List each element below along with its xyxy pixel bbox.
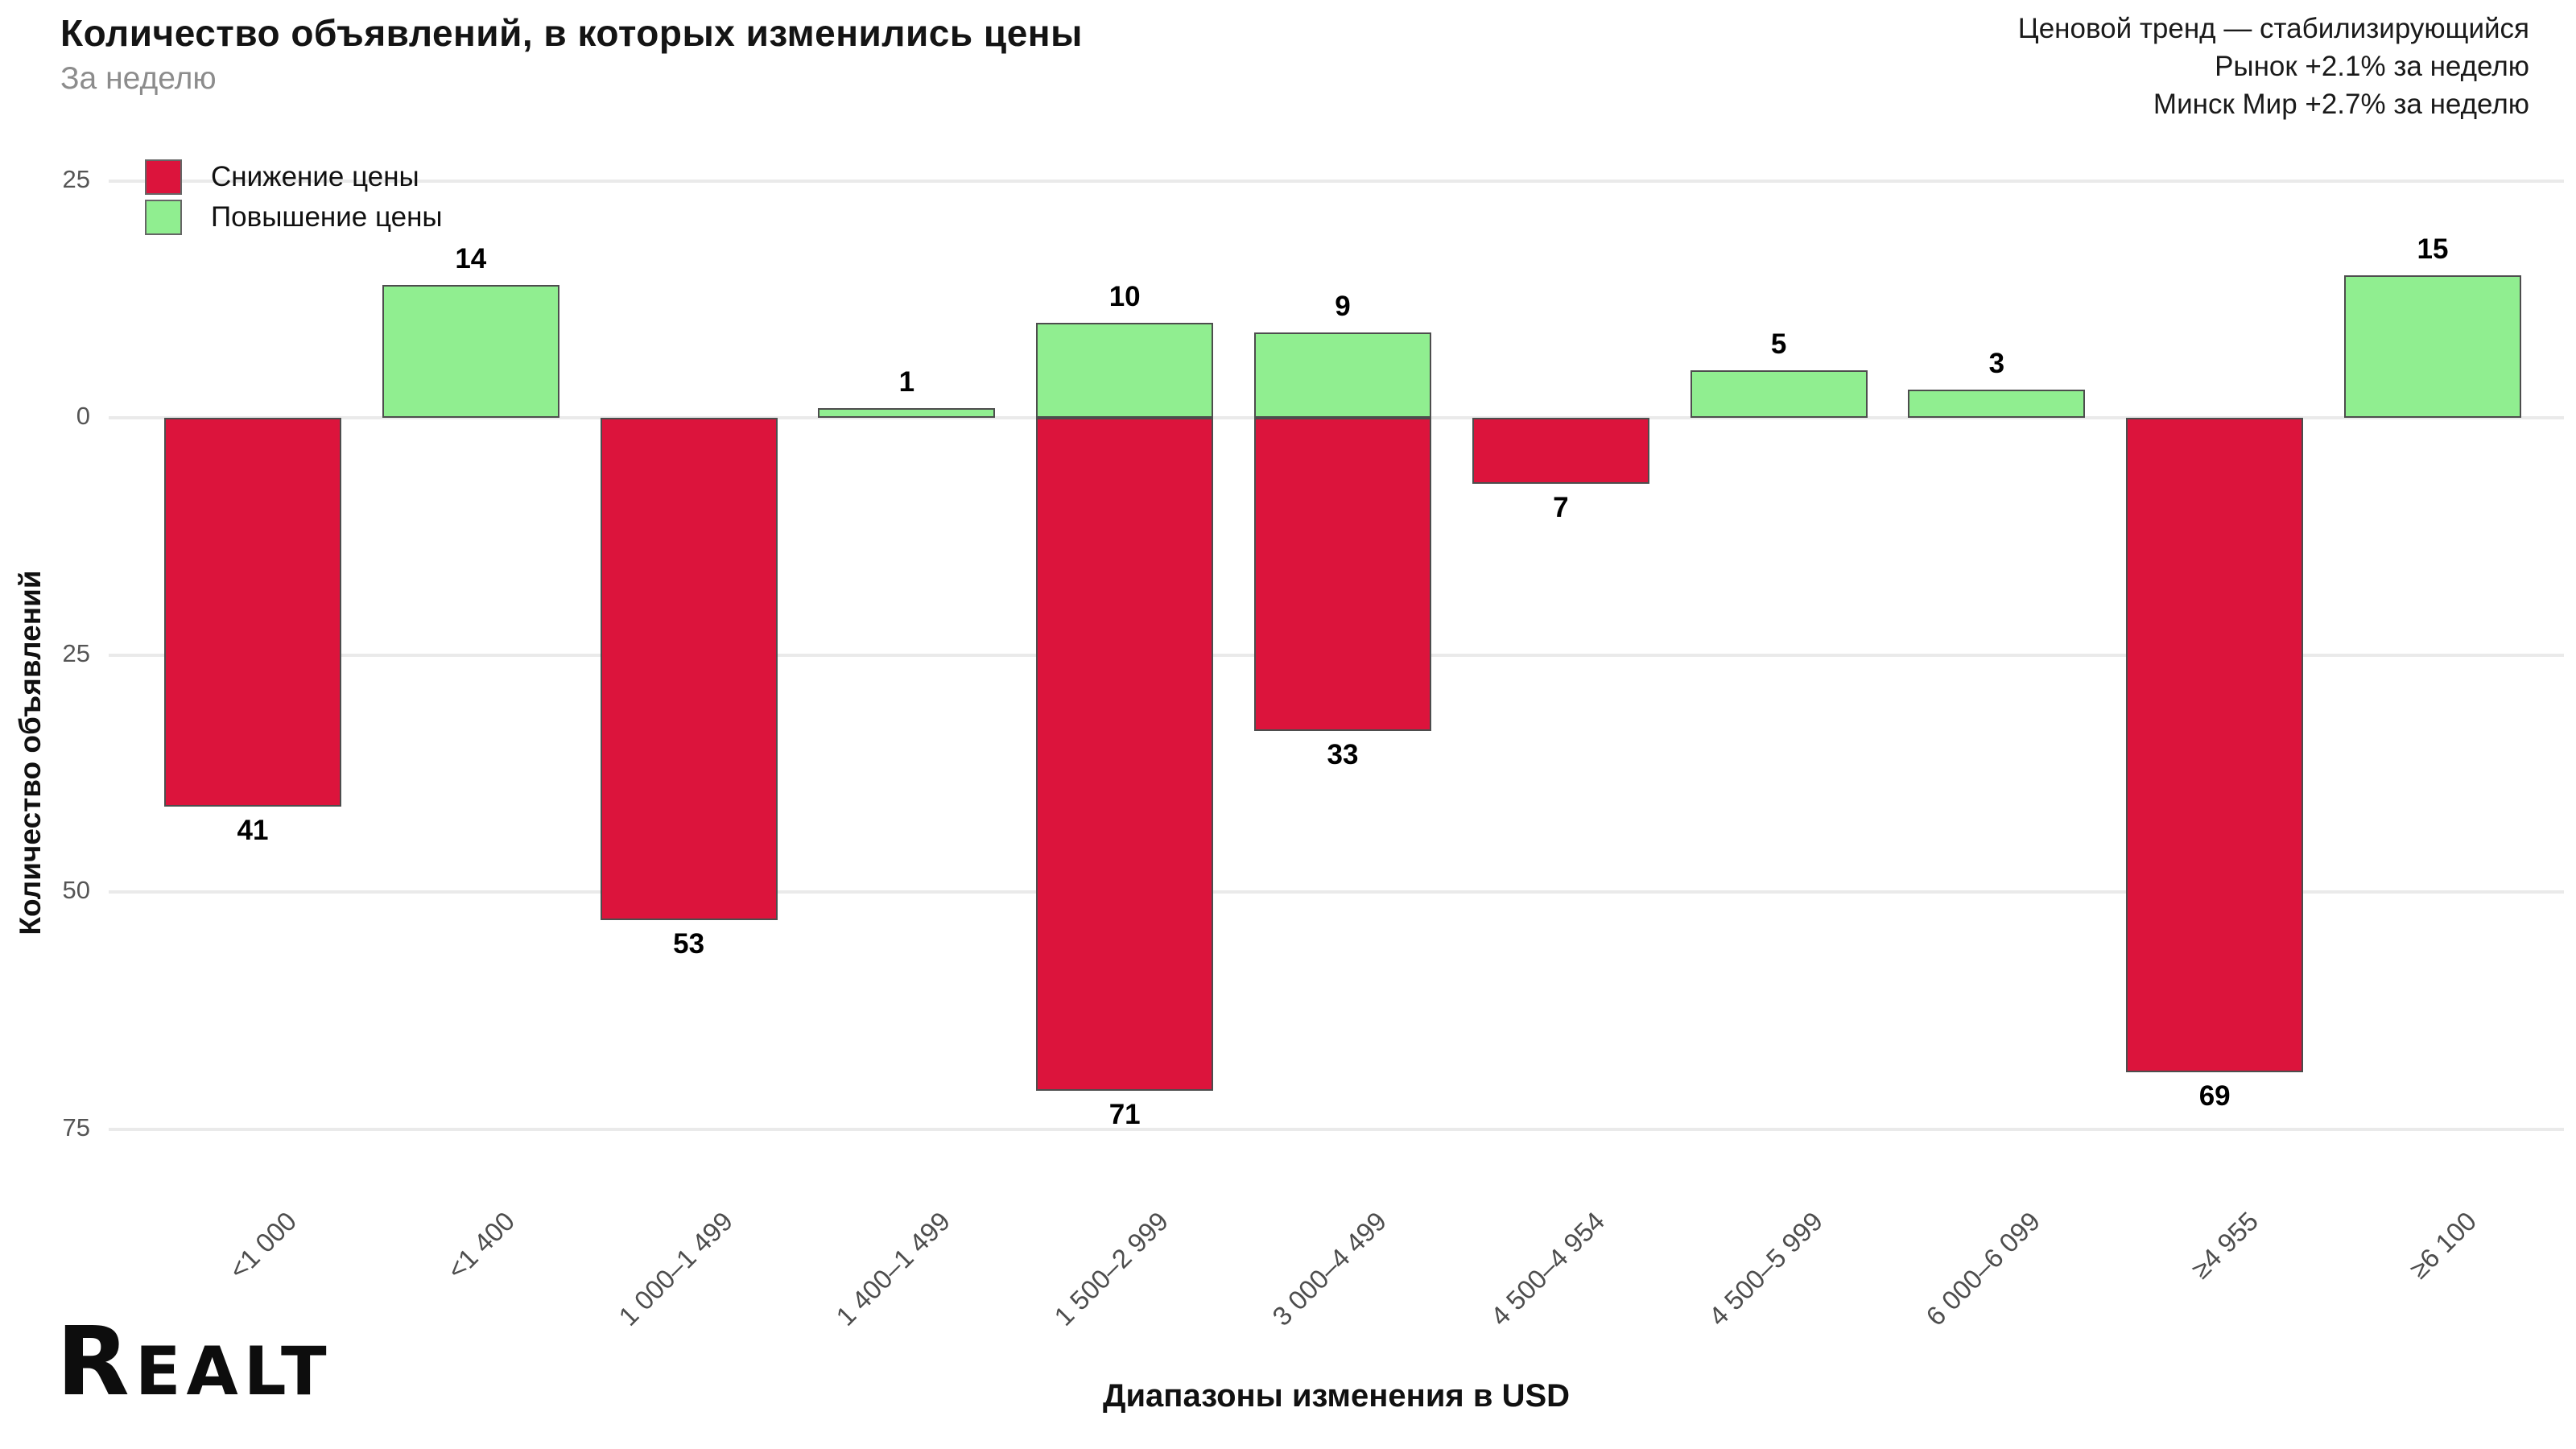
x-tick-label: 6 000–6 099 (1920, 1206, 2046, 1331)
legend-item-increase: Повышение цены (145, 198, 443, 237)
x-tick-label: 4 500–5 999 (1702, 1206, 1828, 1331)
trend-line-3: Минск Мир +2.7% за неделю (2153, 89, 2529, 120)
bar-value-label: 41 (237, 814, 269, 846)
gridline-y50 (109, 890, 2564, 894)
x-tick-label: 4 500–4 954 (1484, 1206, 1610, 1331)
realt-logo: Realt (56, 1306, 332, 1417)
bar-value-label: 1 (898, 366, 915, 398)
bar-value-label: 9 (1335, 290, 1351, 322)
trend-summary: Ценовой тренд — стабилизирующийся Рынок … (2018, 10, 2529, 123)
bar-value-label: 10 (1108, 281, 1141, 313)
bar-value-label: 7 (1553, 492, 1569, 524)
bar-value-label: 71 (1108, 1099, 1141, 1131)
bar-increase (1254, 332, 1431, 418)
bar-value-label: 5 (1770, 328, 1787, 361)
x-tick-label: 1 000–1 499 (612, 1206, 738, 1331)
bar-decrease (164, 418, 341, 807)
bar-decrease (1472, 418, 1649, 485)
bar-decrease (1036, 418, 1214, 1092)
trend-line-1: Ценовой тренд — стабилизирующийся (2017, 13, 2529, 44)
trend-line-2: Рынок +2.1% за неделю (2215, 51, 2529, 82)
gridline-y25 (109, 179, 2564, 183)
bar-increase (1908, 389, 2086, 418)
bar-value-label: 53 (673, 928, 705, 960)
bar-value-label: 14 (455, 243, 487, 275)
y-tick-label: 0 (76, 402, 90, 430)
bar-decrease (2126, 418, 2304, 1072)
y-tick-label: 25 (62, 638, 90, 667)
bar-value-label: 15 (2417, 233, 2449, 266)
x-tick-label: <1 400 (440, 1206, 520, 1286)
y-tick-label: 50 (62, 876, 90, 904)
y-tick-label: 25 (62, 164, 90, 193)
gridline-y75 (109, 1127, 2564, 1131)
y-axis-title: Количество объявлений (14, 570, 47, 935)
bar-value-label: 3 (1988, 347, 2005, 379)
legend-swatch-increase (145, 200, 182, 235)
legend-label-increase: Повышение цены (211, 201, 443, 233)
bar-decrease (1254, 418, 1431, 731)
x-axis-title: Диапазоны изменения в USD (1102, 1378, 1571, 1414)
legend-label-decrease: Снижение цены (211, 161, 419, 192)
bar-increase (818, 408, 996, 418)
bar-value-label: 69 (2198, 1080, 2231, 1112)
bar-decrease (600, 418, 778, 921)
legend-item-decrease: Снижение цены (145, 158, 419, 196)
legend-swatch-decrease (145, 159, 182, 195)
bar-increase (2344, 275, 2521, 418)
y-tick-label: 75 (62, 1113, 90, 1141)
bar-increase (382, 285, 559, 418)
x-tick-label: 3 000–4 499 (1266, 1206, 1393, 1331)
x-tick-label: ≥6 100 (2403, 1206, 2483, 1285)
page-title: Количество объявлений, в которых изменил… (60, 12, 1083, 54)
bar-increase (1690, 370, 1868, 418)
x-tick-label: 1 500–2 999 (1048, 1206, 1174, 1331)
x-tick-label: 1 400–1 499 (830, 1206, 956, 1331)
x-tick-label: ≥4 955 (2185, 1206, 2264, 1285)
page-subtitle: За неделю (60, 61, 217, 96)
bar-increase (1036, 323, 1214, 418)
bar-value-label: 33 (1327, 738, 1359, 770)
